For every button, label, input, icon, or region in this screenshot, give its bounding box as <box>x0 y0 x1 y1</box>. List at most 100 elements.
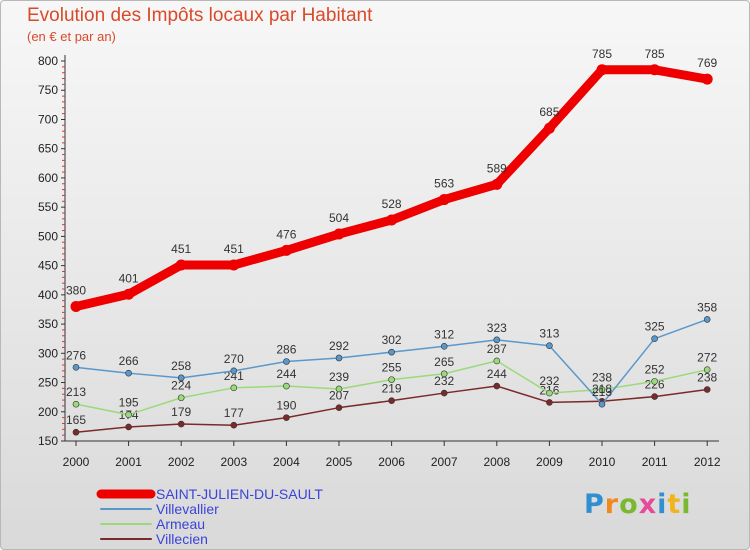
data-label: 563 <box>434 177 454 191</box>
data-point <box>70 301 82 313</box>
data-point <box>543 122 555 134</box>
data-point <box>175 259 187 271</box>
data-point <box>283 414 290 421</box>
data-point <box>598 386 606 393</box>
y-tick-label: 350 <box>38 317 58 331</box>
legend-label-1: Villevallier <box>156 501 219 517</box>
data-point <box>228 259 240 271</box>
data-label: 325 <box>645 320 665 334</box>
data-label: 358 <box>697 300 717 314</box>
chart-subtitle: (en € et par an) <box>27 29 116 44</box>
data-point <box>649 64 661 76</box>
data-label: 232 <box>434 374 454 388</box>
y-tick-label: 200 <box>38 405 58 419</box>
x-tick-label: 2007 <box>431 455 458 469</box>
data-point <box>703 386 711 393</box>
data-label: 266 <box>119 354 139 368</box>
data-label: 177 <box>224 406 244 420</box>
data-point <box>596 64 608 76</box>
data-label: 258 <box>171 359 191 373</box>
data-point <box>651 393 658 400</box>
y-tick-label: 700 <box>38 112 58 126</box>
x-tick-label: 2003 <box>220 455 247 469</box>
data-label: 252 <box>645 362 665 376</box>
data-point <box>388 348 395 356</box>
x-tick-label: 2002 <box>168 455 195 469</box>
data-point <box>493 382 501 390</box>
data-label: 451 <box>171 242 191 256</box>
data-label: 238 <box>697 371 717 385</box>
x-tick-label: 2012 <box>694 455 721 469</box>
data-point <box>125 369 132 377</box>
data-label: 504 <box>329 211 349 225</box>
data-label: 179 <box>171 405 191 419</box>
y-tick-label: 450 <box>38 259 58 273</box>
data-label: 241 <box>224 369 244 383</box>
y-tick-label: 650 <box>38 142 58 156</box>
data-label: 286 <box>276 342 296 356</box>
data-point <box>72 364 80 371</box>
data-label: 528 <box>382 197 402 211</box>
data-point <box>493 357 501 365</box>
data-point <box>493 336 501 344</box>
data-point <box>230 421 238 429</box>
data-point <box>651 378 658 385</box>
x-tick-label: 2010 <box>589 455 616 469</box>
y-tick-label: 600 <box>38 171 58 185</box>
logo-letter: x <box>638 489 658 520</box>
data-label: 313 <box>539 327 559 341</box>
data-label: 276 <box>66 348 86 362</box>
data-point <box>230 367 238 375</box>
logo-letter: i <box>681 489 692 520</box>
data-label: 292 <box>329 339 349 353</box>
data-label: 476 <box>276 227 296 241</box>
data-label: 238 <box>592 371 612 385</box>
data-point <box>438 194 450 206</box>
data-point <box>701 73 713 85</box>
data-point <box>280 244 292 256</box>
data-point <box>491 178 503 190</box>
logo-letter: r <box>604 489 620 520</box>
data-label: 219 <box>382 382 402 396</box>
x-tick-label: 2008 <box>483 455 510 469</box>
data-label: 685 <box>539 105 559 119</box>
data-point <box>388 397 395 404</box>
data-label: 785 <box>592 47 612 61</box>
data-label: 213 <box>592 385 612 399</box>
data-point <box>335 385 343 393</box>
data-point <box>177 394 185 402</box>
x-tick-label: 2006 <box>378 455 405 469</box>
data-point <box>546 389 553 397</box>
data-label: 207 <box>329 389 349 403</box>
series-line-0 <box>71 65 712 312</box>
data-point <box>177 420 185 428</box>
data-label: 380 <box>66 284 86 298</box>
data-label: 272 <box>697 351 717 365</box>
y-tick-label: 400 <box>38 288 58 302</box>
data-point <box>703 366 711 373</box>
y-tick-label: 750 <box>38 83 58 97</box>
data-label: 255 <box>382 361 402 375</box>
data-label: 451 <box>224 242 244 256</box>
data-label: 224 <box>171 379 191 393</box>
data-point <box>333 228 345 240</box>
data-point <box>703 316 711 323</box>
y-tick-label: 300 <box>38 346 58 360</box>
data-label: 265 <box>434 355 454 369</box>
data-point <box>125 411 132 418</box>
data-point <box>546 342 553 350</box>
proxiti-logo[interactable]: Proxiti <box>584 489 692 520</box>
legend-label-2: Armeau <box>156 516 205 532</box>
x-tick-label: 2009 <box>536 455 563 469</box>
data-point <box>283 358 290 365</box>
data-label: 769 <box>697 56 717 70</box>
data-point <box>335 404 343 411</box>
data-label: 213 <box>66 385 86 399</box>
data-label: 302 <box>382 333 402 347</box>
x-tick-label: 2001 <box>115 455 142 469</box>
data-point <box>440 370 448 378</box>
x-tick-label: 2000 <box>63 455 90 469</box>
data-point <box>388 376 395 383</box>
